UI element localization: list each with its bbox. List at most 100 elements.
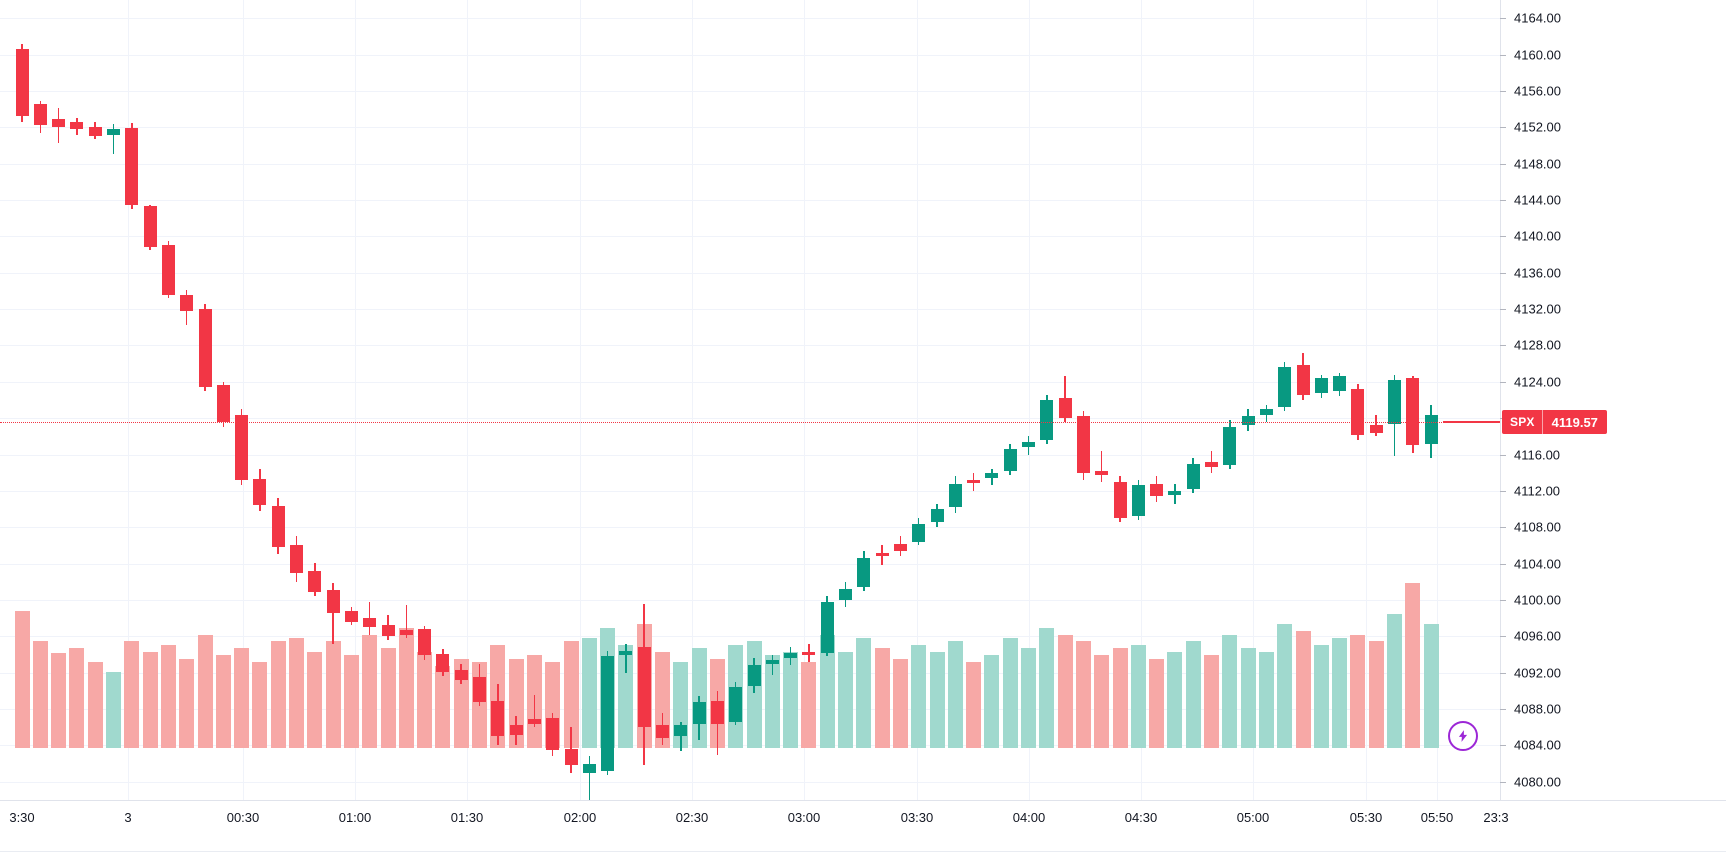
time-tick-label: 05:00 bbox=[1236, 810, 1270, 825]
candle-wick bbox=[1375, 414, 1377, 437]
lightning-bolt-icon[interactable] bbox=[1448, 721, 1478, 751]
candle-body bbox=[1369, 425, 1383, 433]
candle-body bbox=[473, 677, 486, 702]
price-tick-label: 4128.00 bbox=[1514, 337, 1561, 353]
gridline-vertical bbox=[355, 0, 356, 800]
candle-wick bbox=[533, 694, 536, 728]
candle-body bbox=[1241, 416, 1255, 426]
candle-body bbox=[1296, 365, 1310, 395]
price-tick-label: 4144.00 bbox=[1514, 192, 1561, 208]
gridline-horizontal bbox=[0, 636, 1500, 638]
price-scale[interactable]: 4164.00 4160.00 4156.00 4152.00 4148.00 4144.… bbox=[1500, 0, 1726, 800]
volume-bar bbox=[307, 651, 323, 748]
volume-bar bbox=[618, 644, 634, 748]
volume-bar bbox=[1094, 655, 1110, 748]
candle-body bbox=[1223, 427, 1237, 466]
gridline-vertical bbox=[1253, 0, 1254, 800]
volume-bar bbox=[362, 634, 378, 748]
volume-bar bbox=[1295, 631, 1311, 748]
candle-body bbox=[1076, 416, 1090, 473]
candle-body bbox=[948, 483, 962, 508]
candle-body bbox=[1314, 378, 1328, 393]
gridline-vertical bbox=[128, 0, 129, 800]
price-tick-mark bbox=[1500, 745, 1506, 747]
volume-bar bbox=[783, 651, 799, 748]
price-chart-pane[interactable] bbox=[0, 0, 1500, 800]
volume-bar bbox=[215, 655, 231, 748]
candle-body bbox=[912, 523, 926, 542]
candle-body bbox=[930, 509, 944, 522]
gridline-horizontal bbox=[0, 309, 1500, 311]
volume-bar bbox=[892, 658, 908, 748]
candle-body bbox=[1388, 380, 1401, 424]
volume-bar bbox=[1057, 634, 1073, 748]
volume-bar bbox=[1130, 644, 1146, 748]
gridline-horizontal bbox=[0, 563, 1500, 565]
volume-bar bbox=[984, 655, 1000, 748]
candle-body bbox=[161, 245, 175, 295]
price-tick-mark bbox=[1500, 527, 1506, 529]
volume-bar bbox=[1368, 641, 1384, 748]
candle-body bbox=[198, 309, 212, 388]
last-price-tag[interactable]: SPX 4119.57 bbox=[1502, 410, 1607, 435]
volume-bar bbox=[1258, 651, 1274, 748]
time-tick-label: 04:30 bbox=[1124, 810, 1158, 825]
candle-body bbox=[582, 763, 596, 773]
candle-body bbox=[1040, 400, 1054, 440]
volume-bar bbox=[234, 648, 250, 748]
candle-body bbox=[747, 665, 761, 687]
gridline-vertical bbox=[1141, 0, 1142, 800]
gridline-horizontal bbox=[0, 54, 1500, 56]
time-tick-label: 03:00 bbox=[787, 810, 821, 825]
candle-body bbox=[802, 651, 816, 655]
gridline-horizontal bbox=[0, 236, 1500, 238]
candle-body bbox=[15, 49, 29, 117]
time-tick-label: 05:50 bbox=[1420, 810, 1454, 825]
price-tick-label: 4124.00 bbox=[1514, 374, 1561, 390]
symbol-label: SPX bbox=[1510, 415, 1535, 430]
volume-bar bbox=[435, 665, 451, 748]
candle-body bbox=[710, 700, 724, 724]
candle-body bbox=[820, 601, 834, 653]
volume-bar bbox=[1021, 648, 1036, 748]
gridline-vertical bbox=[1437, 0, 1438, 800]
volume-bar bbox=[1149, 658, 1165, 748]
price-tick-mark bbox=[1500, 345, 1506, 347]
volume-bar bbox=[1423, 624, 1439, 748]
time-scale[interactable]: 3:30 3 00:30 01:00 01:30 02:00 02:30 03:00 03:30… bbox=[0, 800, 1726, 852]
time-tick-label: 05:30 bbox=[1349, 810, 1383, 825]
volume-bar bbox=[1075, 641, 1091, 748]
last-price-line bbox=[0, 422, 1500, 424]
volume-bar bbox=[581, 638, 597, 748]
volume-bar bbox=[1405, 583, 1421, 748]
candle-body bbox=[52, 119, 66, 128]
volume-bar bbox=[87, 662, 103, 748]
volume-bar bbox=[838, 651, 853, 748]
volume-bar bbox=[764, 655, 780, 748]
price-tick-mark bbox=[1500, 781, 1506, 783]
volume-bar bbox=[289, 638, 304, 748]
volume-bar bbox=[1313, 644, 1329, 748]
candle-body bbox=[784, 652, 798, 659]
price-tick-mark bbox=[1500, 309, 1506, 311]
candle-wick bbox=[771, 654, 774, 675]
volume-bar bbox=[1204, 655, 1219, 748]
gridline-vertical bbox=[1029, 0, 1030, 800]
candle-body bbox=[1186, 463, 1200, 490]
candle-body bbox=[418, 629, 432, 655]
price-tick-mark bbox=[1500, 636, 1506, 638]
gridline-horizontal bbox=[0, 454, 1500, 456]
candle-body bbox=[509, 724, 523, 735]
volume-bar bbox=[380, 648, 396, 748]
volume-bar bbox=[655, 651, 670, 748]
volume-bar bbox=[69, 648, 85, 748]
price-tick-label: 4084.00 bbox=[1514, 737, 1561, 753]
candle-body bbox=[857, 558, 871, 588]
price-tick-label: 4148.00 bbox=[1514, 156, 1561, 172]
price-tick-mark bbox=[1500, 200, 1506, 201]
gridline-vertical bbox=[580, 0, 581, 800]
price-tick-mark bbox=[1500, 236, 1506, 238]
candle-wick bbox=[588, 756, 591, 800]
candle-body bbox=[1351, 389, 1365, 435]
